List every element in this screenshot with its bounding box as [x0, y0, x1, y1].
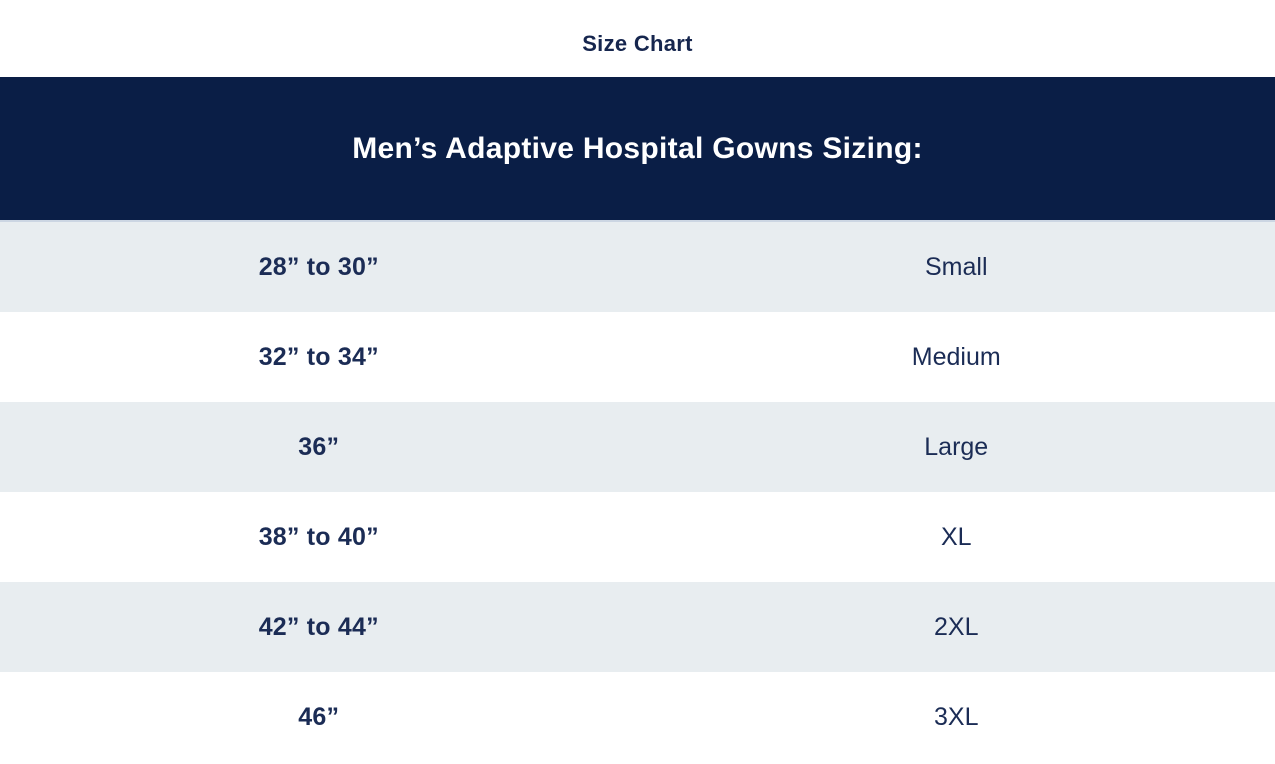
table-row: 46” 3XL [0, 672, 1275, 762]
chest-measurement: 38” to 40” [258, 522, 379, 551]
size-label: 3XL [934, 702, 979, 731]
chest-measurement: 36” [298, 432, 340, 461]
chest-measurement: 46” [298, 702, 340, 731]
size-chart-header: Men’s Adaptive Hospital Gowns Sizing: [0, 77, 1275, 222]
table-row: 36” Large [0, 402, 1275, 492]
table-row: 42” to 44” 2XL [0, 582, 1275, 672]
size-label: Large [924, 432, 989, 461]
table-row: 32” to 34” Medium [0, 312, 1275, 402]
chest-measurement: 28” to 30” [258, 252, 379, 281]
section-title: Size Chart [582, 30, 693, 56]
size-chart-table: Men’s Adaptive Hospital Gowns Sizing: 28… [0, 77, 1275, 762]
table-row: 28” to 30” Small [0, 222, 1275, 312]
size-label: 2XL [934, 612, 979, 641]
size-label: Medium [911, 342, 1001, 371]
size-label: XL [940, 522, 972, 551]
chest-measurement: 32” to 34” [258, 342, 379, 371]
size-label: Small [924, 252, 988, 281]
size-chart-heading: Men’s Adaptive Hospital Gowns Sizing: [352, 131, 923, 165]
chest-measurement: 42” to 44” [258, 612, 379, 641]
table-row: 38” to 40” XL [0, 492, 1275, 582]
